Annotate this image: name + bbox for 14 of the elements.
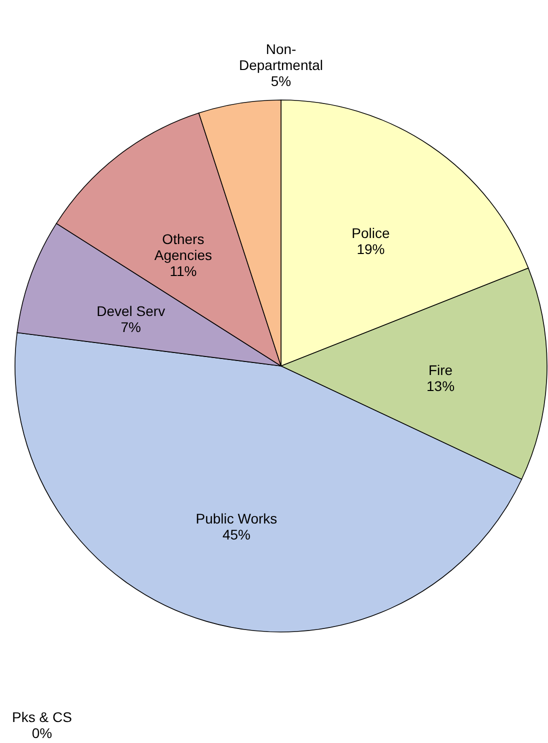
slice-label: Others Agencies [154,230,212,263]
data-label: 13% [426,378,455,394]
data-label: 45% [222,526,250,542]
slice-label: Police [352,225,390,241]
slice-label: Fire [428,362,453,378]
slice-label: Non-Departmental [238,41,324,73]
slice-label: Public Works [196,510,278,526]
data-label: 19% [356,241,385,257]
data-label: 11% [170,262,197,279]
category-label: Pks & CS [12,709,72,725]
text: 0% [32,725,52,741]
slice-label: Devel Serv [96,302,166,319]
data-label: 7% [120,318,141,335]
data-label: 5% [270,73,292,89]
